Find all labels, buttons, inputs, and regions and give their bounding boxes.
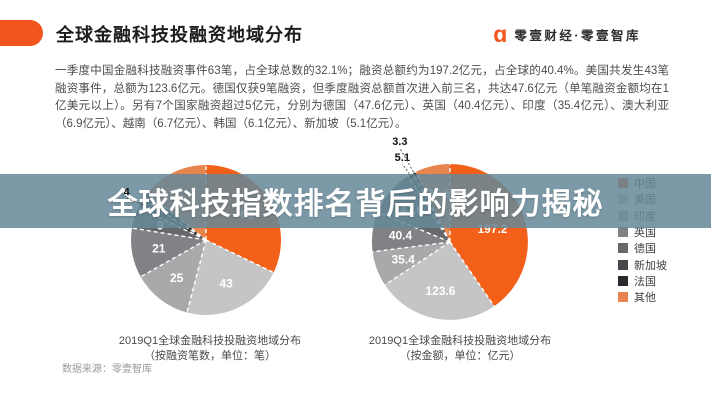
- pie-label-india: 25: [170, 271, 184, 285]
- left-pie-caption-subtitle: （按融资笔数，单位：笔）: [144, 349, 276, 362]
- brand-logo-icon: ɑ: [493, 21, 508, 47]
- legend-swatch-germany: [618, 243, 628, 254]
- header-accent-bar: [0, 20, 43, 46]
- right-pie-caption: 2019Q1全球金融科技投融资地域分布 （按金额，单位：亿元）: [325, 334, 595, 363]
- pie-slice-usa: [187, 240, 274, 315]
- pie-slice-usa: [384, 242, 495, 320]
- right-pie-caption-title: 2019Q1全球金融科技投融资地域分布: [368, 335, 552, 347]
- pie-label-uk: 40.4: [389, 228, 413, 242]
- legend-item-singapore: 新加坡: [618, 256, 667, 272]
- pie-slice-divider: [131, 227, 207, 241]
- brand-logo-text: 零壹财经·零壹智库: [514, 28, 641, 43]
- legend-label-others: 其他: [634, 292, 656, 305]
- pie-slice-divider: [372, 241, 451, 253]
- legend-item-others: 其他: [618, 289, 667, 305]
- left-pie-caption: 2019Q1全球金融科技投融资地域分布 （按融资笔数，单位：笔）: [75, 334, 345, 363]
- legend-label-singapore: 新加坡: [634, 259, 667, 272]
- pie-slice-divider: [205, 239, 274, 274]
- legend-swatch-uk: [618, 227, 628, 238]
- pie-slice-uk: [131, 228, 206, 277]
- source-note: 数据来源：零壹智库: [62, 364, 152, 375]
- pie-leader-line-france: [399, 147, 416, 176]
- legend-swatch-others: [618, 292, 628, 303]
- headline-text: 全球科技指数排名背后的影响力揭秘: [107, 188, 604, 221]
- pie-slice-divider: [449, 241, 495, 307]
- right-pie-caption-subtitle: （按金额，单位：亿元）: [399, 349, 521, 362]
- pie-outside-label-singapore: 5.1: [395, 152, 410, 164]
- left-pie-caption-title: 2019Q1全球金融科技投融资地域分布: [118, 335, 302, 347]
- headline-banner: 全球科技指数排名背后的影响力揭秘: [0, 174, 711, 228]
- pie-slice-india: [372, 242, 450, 285]
- legend-swatch-france: [618, 275, 628, 286]
- legend-item-germany: 德国: [618, 240, 667, 256]
- pie-label-uk: 21: [152, 241, 166, 255]
- legend-label-uk: 英国: [634, 227, 656, 240]
- pie-label-india: 35.4: [392, 252, 416, 266]
- legend-item-uk: 英国: [618, 224, 667, 240]
- legend-swatch-singapore: [618, 259, 628, 270]
- legend-item-france: 法国: [618, 273, 667, 289]
- pie-slice-divider: [384, 241, 451, 286]
- pie-slice-divider: [186, 239, 207, 313]
- page-title: 全球金融科技投融资地域分布: [56, 25, 303, 45]
- summary-paragraph: 一季度中国金融科技融资事件63笔，占全球总数的32.1%；融资总额约为197.2…: [55, 65, 669, 130]
- brand-logo: ɑ 零壹财经·零壹智库: [493, 21, 641, 47]
- pie-outside-label-france: 3.3: [392, 136, 407, 148]
- pie-label-usa: 123.6: [425, 284, 455, 298]
- pie-label-usa: 43: [219, 277, 233, 291]
- pie-slice-divider: [140, 239, 207, 278]
- legend-label-france: 法国: [634, 275, 656, 288]
- pie-slice-india: [140, 240, 206, 313]
- legend-label-germany: 德国: [634, 243, 656, 256]
